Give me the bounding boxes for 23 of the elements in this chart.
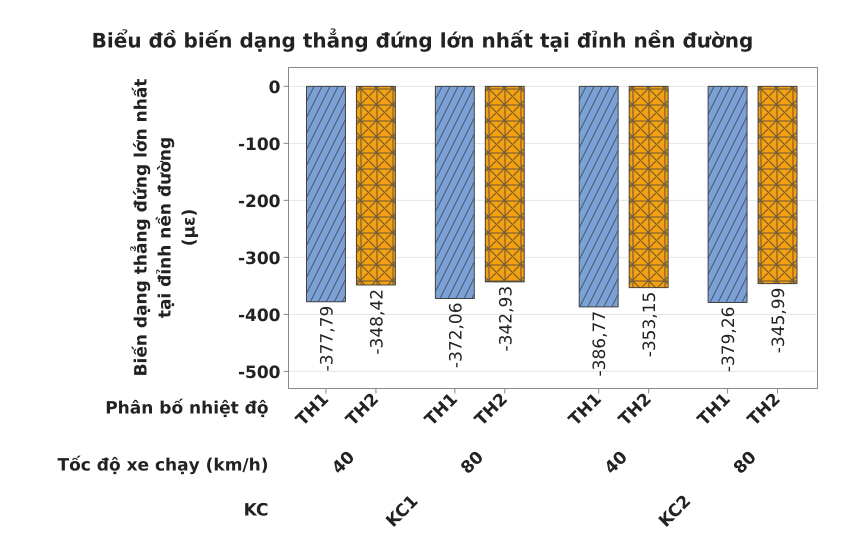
y-tick-label: 0 bbox=[268, 78, 281, 98]
data-label: -345,99 bbox=[769, 288, 790, 354]
data-label: -379,26 bbox=[719, 306, 740, 372]
text: 40 bbox=[328, 447, 360, 478]
text: 80 bbox=[457, 447, 488, 478]
data-label: -342,93 bbox=[496, 286, 516, 352]
data-label: -377,79 bbox=[317, 306, 338, 372]
chart-title: Biểu đồ biến dạng thẳng đứng lớn nhất tại đỉnh nền đường bbox=[92, 28, 754, 52]
text: Phân bố nhiệt độ bbox=[105, 398, 269, 418]
data-label: -353,15 bbox=[640, 292, 660, 358]
data-label: -386,77 bbox=[590, 310, 610, 376]
text: 80 bbox=[730, 447, 761, 478]
y-tick-label: -300 bbox=[238, 248, 281, 269]
y-tick-label: -500 bbox=[238, 362, 281, 383]
data-label: -372,06 bbox=[446, 302, 466, 368]
text: KC bbox=[244, 500, 269, 520]
data-label: -348,42 bbox=[367, 288, 388, 355]
text: Tốc độ xe chạy (km/h) bbox=[58, 456, 269, 476]
y-tick-label: -200 bbox=[238, 192, 281, 212]
y-axis-title: Biến dạng thẳng đứng lớn nhất tại đỉnh nền đường (με) bbox=[130, 78, 200, 376]
y-tick-label: -400 bbox=[238, 306, 281, 326]
text: 40 bbox=[600, 447, 632, 478]
y-tick-label: -100 bbox=[238, 134, 281, 155]
